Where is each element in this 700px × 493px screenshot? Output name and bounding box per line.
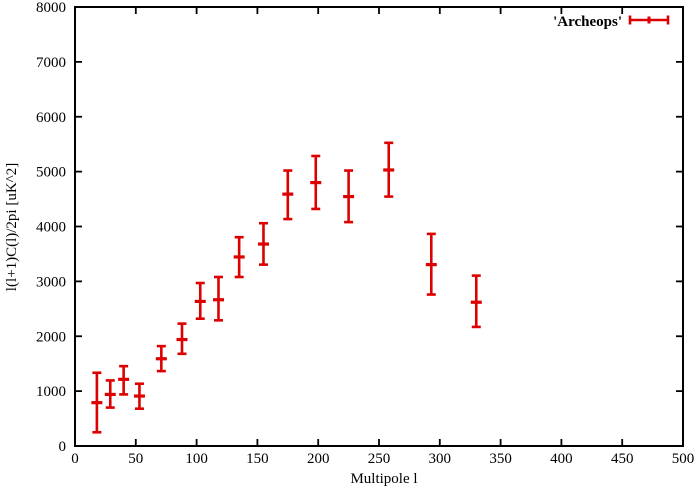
y-tick-label: 6000 bbox=[36, 110, 66, 126]
legend-errorbar-sample-icon bbox=[628, 15, 670, 25]
y-tick-label: 8000 bbox=[36, 0, 66, 16]
error-bar bbox=[383, 141, 395, 198]
axis-ticks bbox=[74, 6, 684, 447]
y-tick-label: 2000 bbox=[36, 329, 66, 345]
y-tick-label: 5000 bbox=[36, 165, 66, 181]
x-tick-label: 350 bbox=[489, 451, 512, 467]
error-bar bbox=[470, 274, 482, 329]
x-tick-label: 200 bbox=[307, 451, 330, 467]
series-archeops bbox=[91, 141, 482, 434]
error-bar bbox=[104, 379, 116, 409]
error-bar bbox=[212, 275, 224, 322]
data-series-archeops bbox=[91, 141, 482, 434]
error-bar bbox=[155, 344, 167, 373]
x-tick-label: 300 bbox=[429, 451, 452, 467]
x-axis-label: Multipole l bbox=[350, 471, 417, 487]
y-axis-label: l(l+1)C(l)/2pi [uK^2] bbox=[4, 163, 20, 291]
error-bar bbox=[194, 281, 206, 320]
error-bar bbox=[91, 371, 103, 434]
y-tick-label: 0 bbox=[59, 439, 67, 455]
x-tick-label: 250 bbox=[368, 451, 391, 467]
axis-tick-labels: 0 50 100 150 200 250 300 350 400 450 5000100020003… bbox=[36, 0, 694, 467]
error-bar bbox=[176, 322, 188, 356]
x-tick-label: 50 bbox=[128, 451, 143, 467]
y-tick-label: 1000 bbox=[36, 384, 66, 400]
error-bar bbox=[118, 364, 130, 396]
error-bar bbox=[425, 232, 437, 296]
x-tick-label: 400 bbox=[550, 451, 573, 467]
x-tick-label: 100 bbox=[185, 451, 208, 467]
plot-border bbox=[74, 6, 684, 447]
error-bar bbox=[282, 169, 294, 221]
x-tick-label: 500 bbox=[672, 451, 695, 467]
error-bar bbox=[257, 221, 269, 266]
y-tick-label: 3000 bbox=[36, 274, 66, 290]
x-tick-label: 0 bbox=[71, 451, 79, 467]
error-bar bbox=[233, 235, 245, 279]
y-tick-label: 7000 bbox=[36, 55, 66, 71]
x-tick-label: 450 bbox=[611, 451, 634, 467]
x-tick-label: 150 bbox=[246, 451, 269, 467]
y-tick-label: 4000 bbox=[36, 220, 66, 236]
error-bar bbox=[310, 154, 322, 211]
legend-label: 'Archeops' bbox=[553, 14, 622, 30]
error-bar bbox=[133, 382, 145, 410]
legend: 'Archeops' bbox=[553, 14, 670, 30]
error-bar bbox=[343, 169, 355, 224]
